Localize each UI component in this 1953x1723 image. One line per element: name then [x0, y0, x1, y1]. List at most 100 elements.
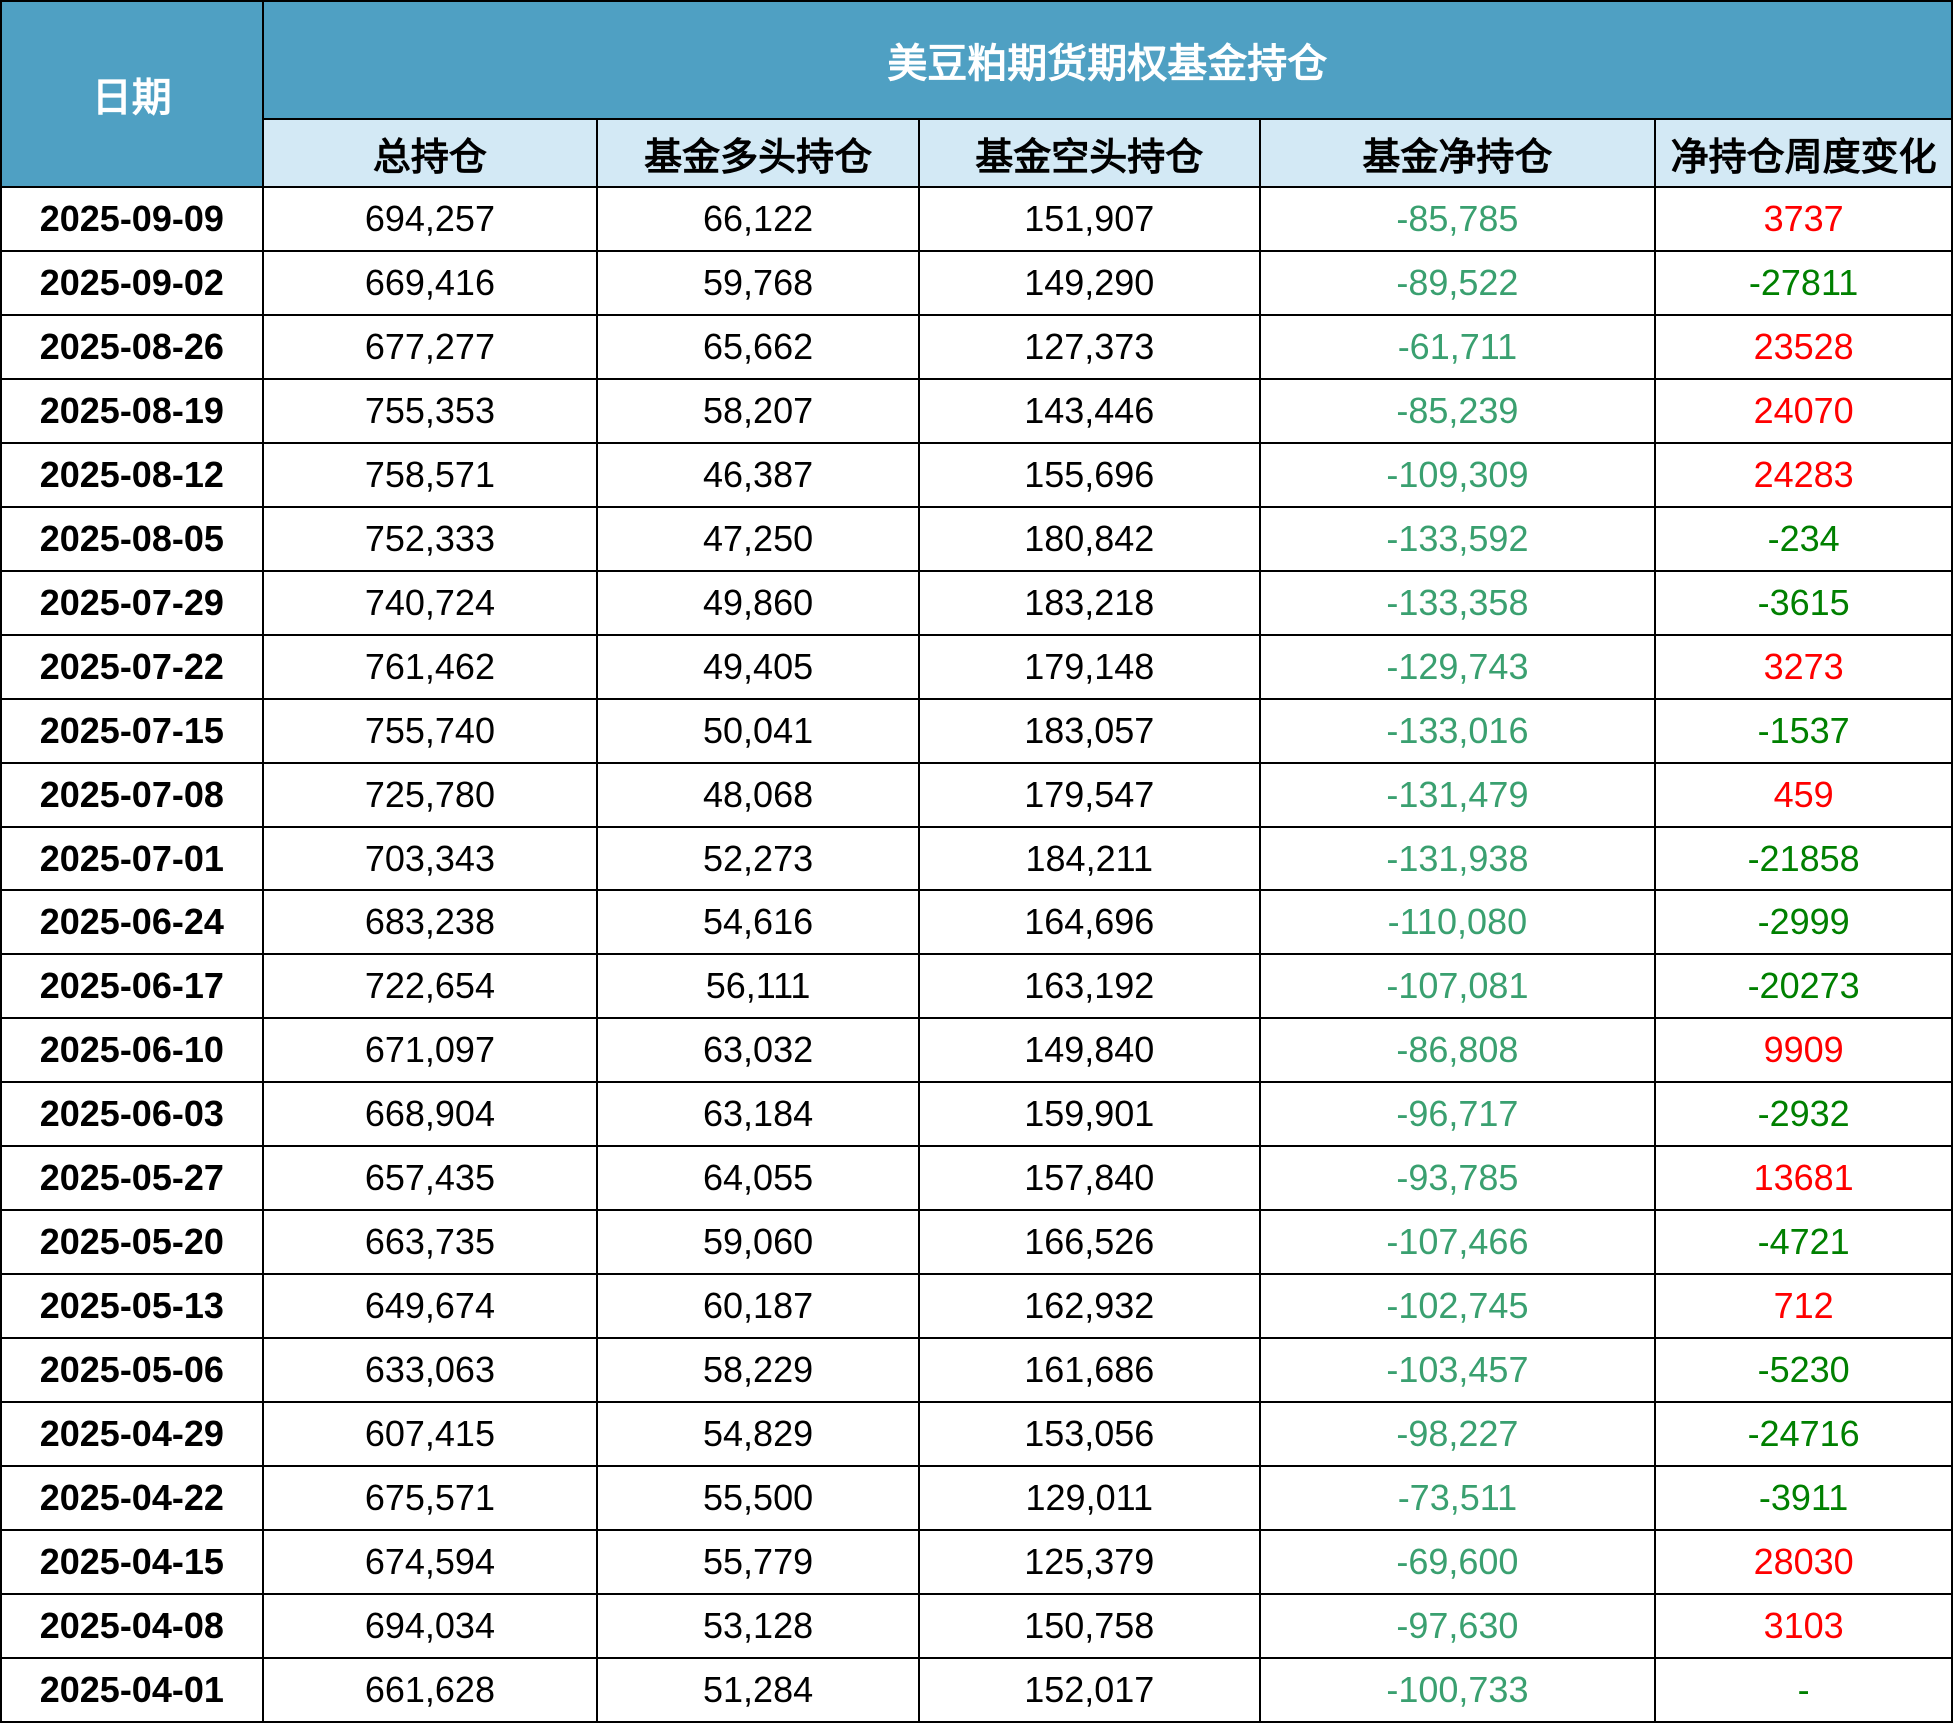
cell-total-position: 755,740 [261, 697, 599, 764]
cell-weekly-change: -5230 [1654, 1337, 1953, 1404]
table-row: 2025-07-22 761,462 49,405 179,148 -129,7… [0, 633, 1953, 700]
cell-weekly-change: -4721 [1654, 1209, 1953, 1276]
cell-weekly-change: -1537 [1654, 697, 1953, 764]
cell-weekly-change: 3737 [1654, 186, 1953, 252]
table-row: 2025-08-12 758,571 46,387 155,696 -109,3… [0, 441, 1953, 508]
cell-date: 2025-05-20 [0, 1209, 264, 1276]
cell-fund-short: 183,057 [917, 697, 1261, 764]
cell-weekly-change: 459 [1654, 761, 1953, 828]
table-row: 2025-05-06 633,063 58,229 161,686 -103,4… [0, 1337, 1953, 1404]
cell-fund-long: 63,032 [596, 1017, 920, 1084]
cell-total-position: 663,735 [261, 1209, 599, 1276]
cell-weekly-change: 3273 [1654, 633, 1953, 700]
table-row: 2025-04-08 694,034 53,128 150,758 -97,63… [0, 1592, 1953, 1659]
cell-fund-long: 56,111 [596, 953, 920, 1020]
cell-fund-short: 179,148 [917, 633, 1261, 700]
cell-fund-short: 129,011 [917, 1465, 1261, 1532]
cell-weekly-change: -20273 [1654, 953, 1953, 1020]
cell-fund-long: 65,662 [596, 313, 920, 380]
table-row: 2025-09-02 669,416 59,768 149,290 -89,52… [0, 249, 1953, 316]
cell-weekly-change: -24716 [1654, 1401, 1953, 1468]
cell-fund-net: -103,457 [1258, 1337, 1657, 1404]
table-row: 2025-04-22 675,571 55,500 129,011 -73,51… [0, 1465, 1953, 1532]
cell-total-position: 725,780 [261, 761, 599, 828]
cell-date: 2025-04-08 [0, 1592, 264, 1659]
cell-fund-net: -89,522 [1258, 249, 1657, 316]
cell-date: 2025-06-10 [0, 1017, 264, 1084]
cell-fund-net: -131,479 [1258, 761, 1657, 828]
cell-fund-short: 184,211 [917, 825, 1261, 892]
cell-date: 2025-07-01 [0, 825, 264, 892]
cell-total-position: 694,257 [261, 186, 599, 252]
cell-weekly-change: 712 [1654, 1273, 1953, 1340]
cell-fund-long: 49,405 [596, 633, 920, 700]
cell-date: 2025-05-13 [0, 1273, 264, 1340]
cell-weekly-change: - [1654, 1656, 1953, 1723]
cell-total-position: 649,674 [261, 1273, 599, 1340]
table-row: 2025-07-29 740,724 49,860 183,218 -133,3… [0, 569, 1953, 636]
table-row: 2025-07-15 755,740 50,041 183,057 -133,0… [0, 697, 1953, 764]
table-row: 2025-06-24 683,238 54,616 164,696 -110,0… [0, 889, 1953, 956]
table-row: 2025-04-01 661,628 51,284 152,017 -100,7… [0, 1656, 1953, 1723]
cell-weekly-change: 9909 [1654, 1017, 1953, 1084]
cell-fund-long: 64,055 [596, 1145, 920, 1212]
cell-total-position: 671,097 [261, 1017, 599, 1084]
cell-fund-long: 63,184 [596, 1081, 920, 1148]
cell-fund-long: 54,829 [596, 1401, 920, 1468]
cell-total-position: 703,343 [261, 825, 599, 892]
cell-fund-short: 159,901 [917, 1081, 1261, 1148]
cell-date: 2025-05-06 [0, 1337, 264, 1404]
cell-date: 2025-09-02 [0, 249, 264, 316]
table-row: 2025-09-09 694,257 66,122 151,907 -85,78… [0, 186, 1953, 252]
cell-weekly-change: -234 [1654, 505, 1953, 572]
table-row: 2025-06-17 722,654 56,111 163,192 -107,0… [0, 953, 1953, 1020]
table-body: 2025-09-09 694,257 66,122 151,907 -85,78… [0, 186, 1953, 1723]
cell-fund-net: -109,309 [1258, 441, 1657, 508]
table-row: 2025-05-20 663,735 59,060 166,526 -107,4… [0, 1209, 1953, 1276]
cell-fund-short: 150,758 [917, 1592, 1261, 1659]
cell-fund-net: -61,711 [1258, 313, 1657, 380]
cell-fund-long: 51,284 [596, 1656, 920, 1723]
cell-date: 2025-07-15 [0, 697, 264, 764]
cell-fund-long: 48,068 [596, 761, 920, 828]
cell-fund-long: 54,616 [596, 889, 920, 956]
cell-fund-net: -98,227 [1258, 1401, 1657, 1468]
cell-total-position: 661,628 [261, 1656, 599, 1723]
cell-fund-short: 157,840 [917, 1145, 1261, 1212]
cell-fund-net: -133,358 [1258, 569, 1657, 636]
cell-fund-net: -100,733 [1258, 1656, 1657, 1723]
cell-fund-net: -93,785 [1258, 1145, 1657, 1212]
cell-weekly-change: 24283 [1654, 441, 1953, 508]
cell-date: 2025-06-24 [0, 889, 264, 956]
cell-total-position: 668,904 [261, 1081, 599, 1148]
header-columns-row: 总持仓 基金多头持仓 基金空头持仓 基金净持仓 净持仓周度变化 [1, 118, 1953, 188]
table-row: 2025-07-01 703,343 52,273 184,211 -131,9… [0, 825, 1953, 892]
cell-fund-short: 143,446 [917, 377, 1261, 444]
cell-date: 2025-08-12 [0, 441, 264, 508]
cell-date: 2025-04-01 [0, 1656, 264, 1723]
cell-total-position: 683,238 [261, 889, 599, 956]
table-row: 2025-08-26 677,277 65,662 127,373 -61,71… [0, 313, 1953, 380]
cell-fund-long: 53,128 [596, 1592, 920, 1659]
date-column-header: 日期 [0, 0, 264, 188]
table-row: 2025-04-29 607,415 54,829 153,056 -98,22… [0, 1401, 1953, 1468]
cell-fund-long: 55,779 [596, 1529, 920, 1595]
col-header-fund-short: 基金空头持仓 [917, 118, 1261, 188]
cell-date: 2025-08-26 [0, 313, 264, 380]
cell-fund-long: 46,387 [596, 441, 920, 508]
cell-total-position: 694,034 [261, 1592, 599, 1659]
cell-fund-long: 52,273 [596, 825, 920, 892]
cell-total-position: 755,353 [261, 377, 599, 444]
cell-weekly-change: -3911 [1654, 1465, 1953, 1532]
table-row: 2025-07-08 725,780 48,068 179,547 -131,4… [0, 761, 1953, 828]
cell-fund-long: 55,500 [596, 1465, 920, 1532]
cell-fund-long: 59,060 [596, 1209, 920, 1276]
cell-weekly-change: -21858 [1654, 825, 1953, 892]
cell-date: 2025-05-27 [0, 1145, 264, 1212]
cell-date: 2025-09-09 [0, 186, 264, 252]
cell-total-position: 677,277 [261, 313, 599, 380]
cell-date: 2025-08-19 [0, 377, 264, 444]
cell-total-position: 758,571 [261, 441, 599, 508]
cell-fund-short: 161,686 [917, 1337, 1261, 1404]
cell-fund-long: 49,860 [596, 569, 920, 636]
